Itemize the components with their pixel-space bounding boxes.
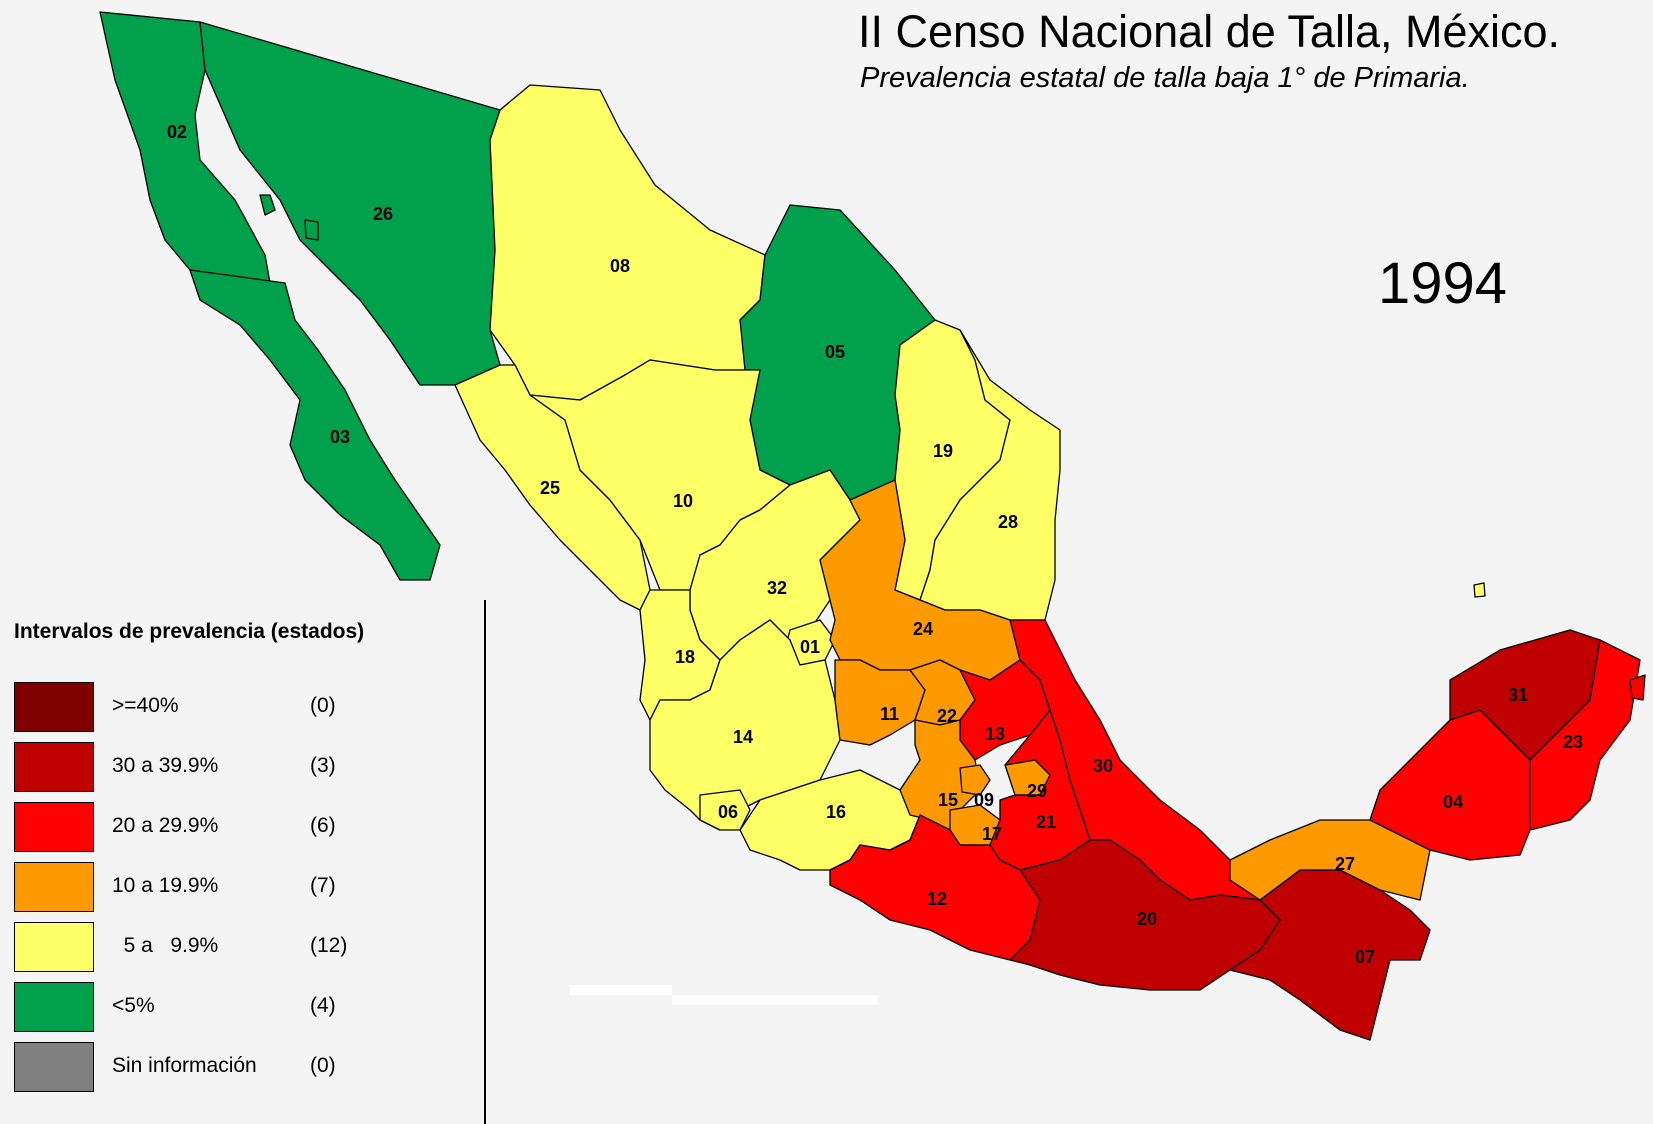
legend-item: 30 a 39.9% (3) <box>14 742 454 792</box>
map-year: 1994 <box>1378 251 1508 316</box>
state-27 <box>1229 819 1431 901</box>
state-13 <box>959 659 1051 761</box>
label-27: 27 <box>1335 854 1355 874</box>
label-05: 05 <box>825 342 845 362</box>
label-24: 24 <box>913 619 933 639</box>
label-01: 01 <box>800 637 820 657</box>
legend-range: <5% <box>112 994 155 1017</box>
legend-count: (7) <box>310 874 336 897</box>
label-31: 31 <box>1508 685 1528 705</box>
label-29: 29 <box>1027 781 1047 801</box>
legend-count: (0) <box>310 694 336 717</box>
legend: Intervalos de prevalencia (estados) >=40… <box>0 600 486 1124</box>
label-18: 18 <box>675 647 695 667</box>
scale-bar <box>672 995 877 1005</box>
label-21: 21 <box>1036 812 1056 832</box>
legend-title: Intervalos de prevalencia (estados) <box>14 620 365 643</box>
label-11: 11 <box>880 704 899 724</box>
state-23 <box>1529 639 1641 831</box>
label-10: 10 <box>673 491 693 511</box>
state-09 <box>959 764 991 796</box>
legend-range: 30 a 39.9% <box>112 754 219 777</box>
legend-item: >=40% (0) <box>14 682 454 732</box>
label-23: 23 <box>1563 732 1583 752</box>
legend-count: (0) <box>310 1054 336 1077</box>
legend-item: <5% (4) <box>14 982 454 1032</box>
label-20: 20 <box>1137 909 1157 929</box>
legend-swatch <box>14 982 94 1032</box>
label-30: 30 <box>1093 756 1113 776</box>
label-14: 14 <box>733 727 753 747</box>
label-25: 25 <box>540 478 560 498</box>
label-09: 09 <box>974 790 994 810</box>
label-16: 16 <box>826 802 846 822</box>
legend-count: (4) <box>310 994 336 1017</box>
label-15: 15 <box>938 790 958 810</box>
label-13: 13 <box>985 724 1005 744</box>
label-19: 19 <box>933 441 953 461</box>
label-12: 12 <box>927 889 947 909</box>
label-02: 02 <box>167 122 187 142</box>
island <box>1629 674 1646 701</box>
legend-range: 5 a 9.9% <box>112 934 219 957</box>
map-subtitle: Prevalencia estatal de talla baja 1° de … <box>860 62 1470 94</box>
legend-item: 5 a 9.9% (12) <box>14 922 454 972</box>
legend-item: Sin información (0) <box>14 1042 454 1092</box>
label-28: 28 <box>998 512 1018 532</box>
island <box>1473 582 1486 598</box>
label-22: 22 <box>937 706 957 726</box>
state-08 <box>489 84 766 401</box>
island <box>259 194 276 216</box>
legend-count: (3) <box>310 754 336 777</box>
legend-item: 10 a 19.9% (7) <box>14 862 454 912</box>
legend-count: (12) <box>310 934 348 957</box>
label-26: 26 <box>373 204 393 224</box>
label-03: 03 <box>330 427 350 447</box>
state-12 <box>829 814 1041 961</box>
legend-swatch <box>14 682 94 732</box>
legend-range: Sin información <box>112 1054 257 1077</box>
legend-swatch <box>14 1042 94 1092</box>
legend-item: 20 a 29.9% (6) <box>14 802 454 852</box>
legend-swatch <box>14 802 94 852</box>
label-17: 17 <box>982 824 1002 844</box>
legend-range: 10 a 19.9% <box>112 874 219 897</box>
scale-bar <box>570 985 672 995</box>
map-title: II Censo Nacional de Talla, México. <box>858 6 1561 57</box>
legend-swatch <box>14 922 94 972</box>
legend-swatch <box>14 862 94 912</box>
state-03 <box>189 269 441 581</box>
legend-range: >=40% <box>112 694 179 717</box>
label-32: 32 <box>767 578 787 598</box>
label-04: 04 <box>1443 792 1463 812</box>
legend-count: (6) <box>310 814 336 837</box>
legend-swatch <box>14 742 94 792</box>
label-07: 07 <box>1355 947 1375 967</box>
legend-range: 20 a 29.9% <box>112 814 219 837</box>
label-08: 08 <box>610 256 630 276</box>
label-06: 06 <box>718 802 738 822</box>
island <box>304 219 319 241</box>
